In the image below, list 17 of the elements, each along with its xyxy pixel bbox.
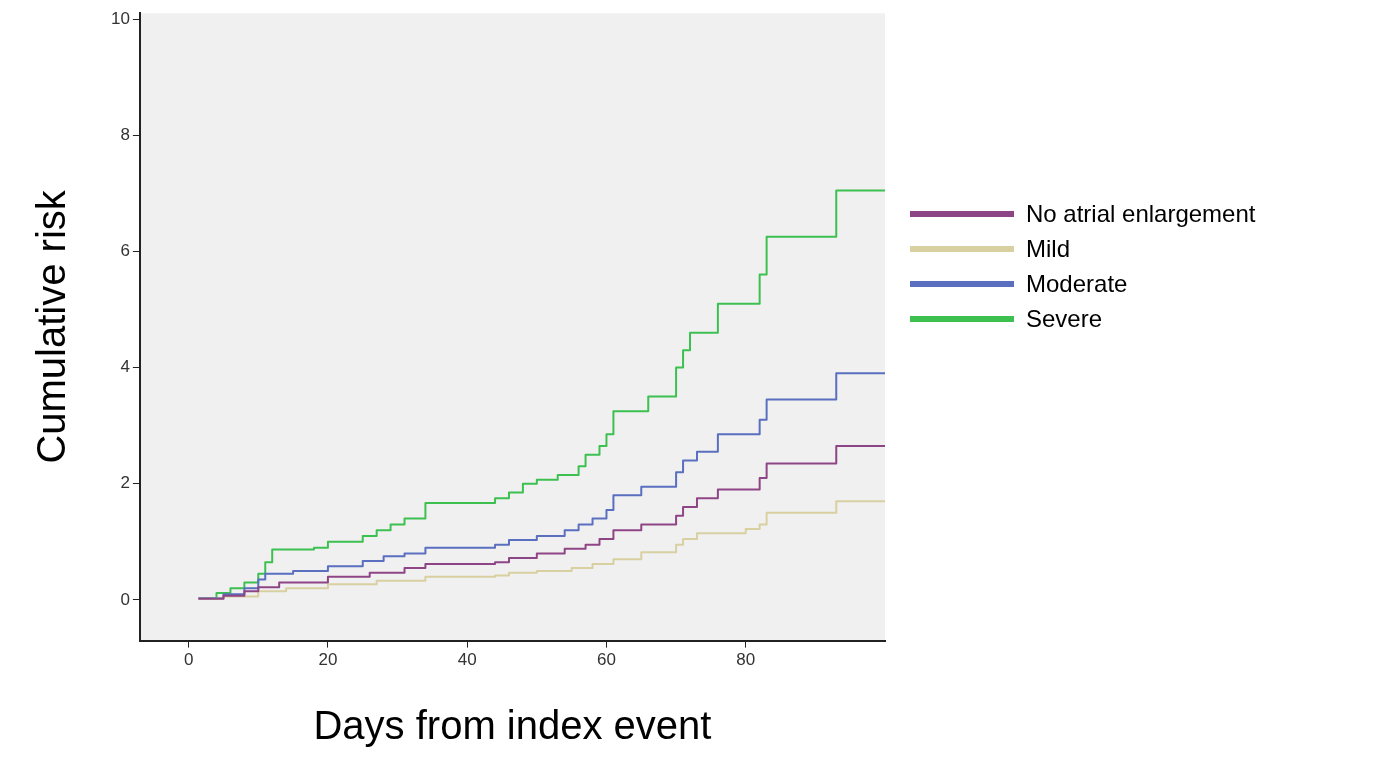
legend-label: Severe [1026,304,1103,333]
legend-label: Moderate [1026,269,1128,298]
x-tick-label: 0 [183,650,194,670]
y-axis-title: Cumulative risk [29,189,74,464]
y-tick-label: 6 [120,241,130,261]
x-tick-label: 40 [457,650,477,670]
y-tick-label: 4 [120,357,130,377]
y-tick-label: 0 [120,589,130,609]
x-axis-title: Days from index event [313,703,712,748]
x-tick-label: 20 [318,650,338,670]
legend-label: Mild [1026,234,1071,263]
legend-label: No atrial enlargement [1026,199,1256,228]
x-tick-label: 60 [597,650,616,670]
y-tick-label: 10 [110,8,130,28]
y-tick-label: 2 [120,473,130,493]
y-tick-label: 8 [120,124,130,144]
x-tick-label: 80 [736,650,756,670]
